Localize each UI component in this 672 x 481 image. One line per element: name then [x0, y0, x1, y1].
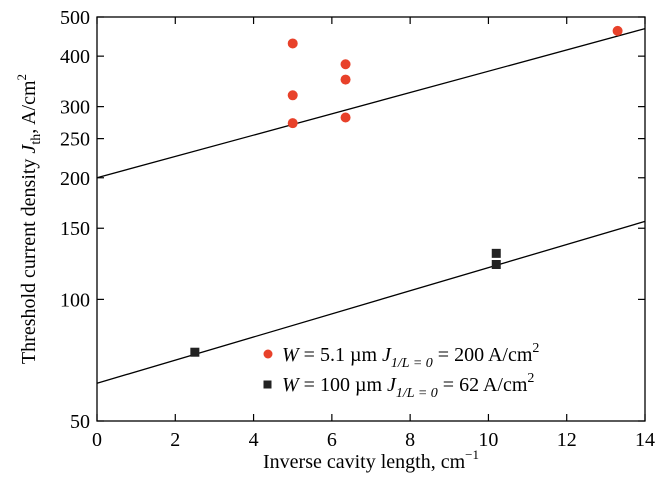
data-point-square	[491, 259, 501, 269]
data-points	[190, 25, 623, 357]
y-axis-label: Threshold current density Jth, A/cm2	[14, 74, 44, 364]
fit-lines	[96, 27, 646, 384]
data-point-circle	[287, 118, 298, 129]
data-point-circle	[287, 38, 298, 49]
x-tick-label: 0	[92, 429, 102, 451]
x-tick-label: 4	[249, 429, 259, 451]
fit-line-square	[96, 220, 646, 384]
legend-label-black: W = 100 µm J1/L = 0 = 62 A/cm2	[282, 371, 534, 401]
x-tick-label: 14	[635, 429, 655, 451]
y-tick-label: 300	[60, 97, 90, 119]
y-tick-label: 250	[60, 129, 90, 151]
y-tick-label: 500	[60, 7, 90, 29]
y-tick-label: 400	[60, 46, 90, 68]
y-tick-label: 50	[70, 411, 90, 433]
plot-frame	[96, 16, 646, 422]
x-tick-label: 8	[405, 429, 415, 451]
legend: W = 5.1 µm J1/L = 0 = 200 A/cm2 W = 100 …	[263, 341, 539, 401]
x-tick-label: 12	[557, 429, 577, 451]
data-point-circle	[287, 90, 298, 101]
data-point-circle	[340, 74, 351, 85]
data-point-square	[190, 347, 200, 357]
data-point-circle	[340, 59, 351, 70]
data-point-circle	[340, 112, 351, 123]
data-point-circle	[612, 25, 623, 36]
legend-marker-black-square	[263, 380, 272, 389]
y-tick-label: 200	[60, 168, 90, 190]
axis-ticks: 0 2 4 6 8 10 12 14 50 100 150 200 250 300 400 500	[60, 7, 655, 451]
y-tick-label: 100	[60, 289, 90, 311]
fit-line-circle	[96, 27, 646, 179]
data-point-square	[491, 248, 501, 258]
x-tick-label: 6	[327, 429, 337, 451]
x-tick-label: 10	[478, 429, 498, 451]
y-tick-label: 150	[60, 218, 90, 240]
x-axis-label: Inverse cavity length, cm−1	[263, 447, 479, 473]
x-tick-label: 2	[170, 429, 180, 451]
legend-marker-red-circle	[263, 349, 273, 359]
legend-label-red: W = 5.1 µm J1/L = 0 = 200 A/cm2	[282, 341, 539, 371]
